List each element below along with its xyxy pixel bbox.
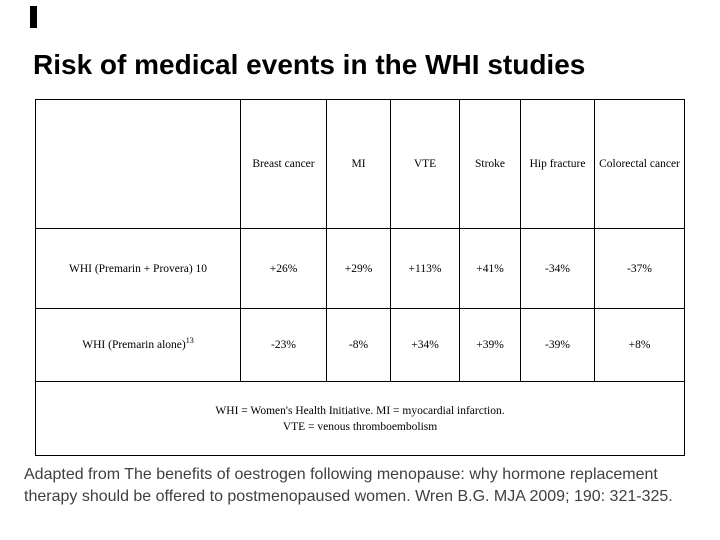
- column-header-breast-cancer: Breast cancer: [240, 99, 327, 229]
- table-footnote: WHI = Women's Health Initiative. MI = my…: [35, 381, 685, 456]
- value-cell: -8%: [326, 308, 391, 382]
- footnote-line-2: VTE = venous thromboembolism: [282, 420, 438, 433]
- value-cell: -37%: [594, 228, 685, 309]
- value-cell: +41%: [459, 228, 521, 309]
- column-header-hip-fracture: Hip fracture: [520, 99, 595, 229]
- value-cell: +29%: [326, 228, 391, 309]
- table-row-premarin-provera: WHI (Premarin + Provera) 10 +26% +29% +1…: [35, 228, 685, 309]
- column-header-mi: MI: [326, 99, 391, 229]
- table-row-premarin-alone: WHI (Premarin alone)13 -23% -8% +34% +39…: [35, 308, 685, 382]
- row-label-premarin-provera: WHI (Premarin + Provera) 10: [35, 228, 241, 309]
- slide-title: Risk of medical events in the WHI studie…: [33, 49, 586, 80]
- citation: Adapted from The benefits of oestrogen f…: [24, 464, 714, 508]
- value-cell: -34%: [520, 228, 595, 309]
- value-cell: -39%: [520, 308, 595, 382]
- corner-bar-decoration: [30, 6, 37, 28]
- value-cell: +8%: [594, 308, 685, 382]
- value-cell: -23%: [240, 308, 327, 382]
- column-header-empty: [35, 99, 241, 229]
- footnote-line-1: WHI = Women's Health Initiative. MI = my…: [215, 404, 505, 417]
- column-header-stroke: Stroke: [459, 99, 521, 229]
- value-cell: +26%: [240, 228, 327, 309]
- table-header-row: Breast cancer MI VTE Stroke Hip fracture…: [35, 99, 685, 229]
- value-cell: +39%: [459, 308, 521, 382]
- row-label-text: WHI (Premarin alone): [82, 339, 186, 351]
- citation-line-1: Adapted from The benefits of oestrogen f…: [24, 466, 658, 483]
- risk-table: Breast cancer MI VTE Stroke Hip fracture…: [35, 99, 685, 456]
- reference-superscript: 13: [185, 336, 194, 346]
- column-header-vte: VTE: [390, 99, 460, 229]
- value-cell: +113%: [390, 228, 460, 309]
- value-cell: +34%: [390, 308, 460, 382]
- citation-line-2: therapy should be offered to postmenopau…: [24, 488, 673, 505]
- row-label-premarin-alone: WHI (Premarin alone)13: [35, 308, 241, 382]
- table-footnote-row: WHI = Women's Health Initiative. MI = my…: [35, 381, 685, 456]
- column-header-colorectal-cancer: Colorectal cancer: [594, 99, 685, 229]
